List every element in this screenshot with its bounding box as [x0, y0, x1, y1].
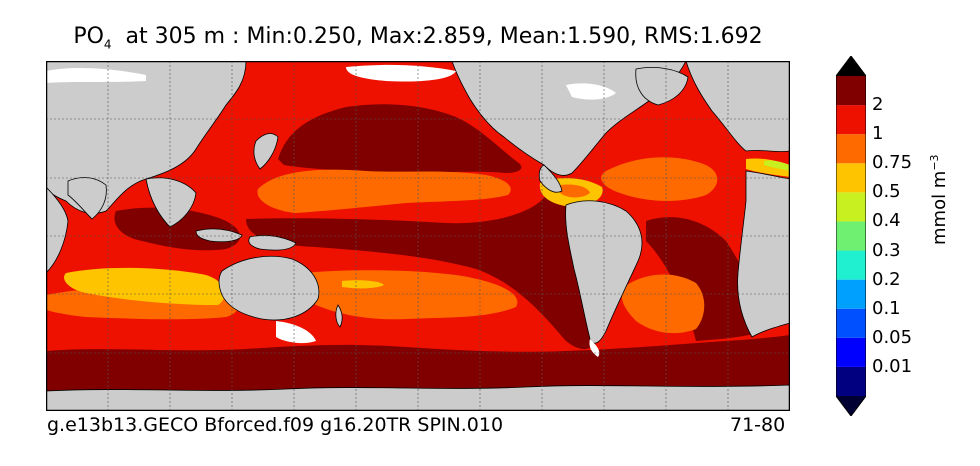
land-eurasia-right [685, 61, 790, 152]
land-greenland [635, 67, 689, 106]
ice-arctic-center [346, 64, 456, 82]
title-stats: at 305 m : Min:0.250, Max:2.859, Mean:1.… [111, 24, 763, 49]
colorbar-bin [836, 250, 866, 280]
colorbar-min-extension [836, 396, 866, 416]
south-pacific-yellow-patch [342, 280, 384, 289]
indian-ocean-yellow-band [64, 267, 225, 305]
colorbar-bin [836, 163, 866, 193]
colorbar-bin [836, 221, 866, 251]
colorbar-tick-label: 0.1 [872, 297, 901, 319]
south-atlantic-high [646, 217, 766, 341]
colorbar-bin [836, 192, 866, 222]
colorbar-tick-label: 0.01 [872, 355, 913, 377]
colorbar-tick-label: 0.5 [872, 181, 901, 203]
land-indochina [145, 177, 197, 228]
north-pacific-high [278, 104, 522, 174]
run-name: g.e13b13.GECO Bforced.f09 g16.20TR SPIN.… [47, 414, 504, 436]
map-title: PO4 at 305 m : Min:0.250, Max:2.859, Mea… [0, 24, 836, 51]
colorbar-bin [836, 76, 866, 106]
colorbar-bin [836, 308, 866, 338]
colorbar-tick-label: 0.75 [872, 152, 913, 174]
land-south-america [565, 200, 643, 344]
units-base: mmol m [929, 170, 950, 245]
colorbar-units: mmol m−3 [928, 154, 952, 245]
ice-arctic-left [46, 68, 146, 83]
colorbar-tick-label: 0.2 [872, 268, 901, 290]
mediterranean-green [764, 160, 790, 171]
colorbar-tick-label: 1 [872, 123, 884, 145]
land-new-zealand [335, 304, 343, 328]
graticule [46, 61, 790, 411]
title-variable: PO [73, 24, 104, 49]
title-subscript: 4 [103, 37, 112, 52]
map-frame [46, 61, 790, 411]
colorbar-bin [836, 366, 866, 396]
colorbar-bin [836, 134, 866, 164]
colorbar-max-extension [836, 56, 866, 76]
colorbar-tick-label: 2 [872, 94, 884, 116]
eastern-tropical-pacific-high [246, 193, 597, 350]
caribbean-inner-orange [560, 184, 590, 198]
land-africa-right [737, 170, 790, 338]
year-range: 71-80 [730, 414, 786, 436]
north-pacific-orange-gyre [257, 169, 511, 213]
land-africa-left-edge [46, 186, 69, 274]
colorbar-bin [836, 337, 866, 367]
colorbar-bin [836, 105, 866, 135]
colorbar-tick-label: 0.05 [872, 326, 913, 348]
land-australia [218, 255, 320, 321]
ocean-phosphate-map [46, 61, 790, 411]
colorbar-tick-label: 0.3 [872, 239, 901, 261]
colorbar-bin [836, 279, 866, 309]
south-atlantic-orange-gyre [621, 274, 705, 334]
ice-hudson [566, 83, 616, 100]
land-japan [253, 133, 279, 170]
north-atlantic-orange-gyre [601, 157, 718, 201]
colorbar-tick-label: 0.4 [872, 210, 901, 232]
ice-patagonia [589, 339, 600, 357]
land-indonesia [195, 228, 243, 243]
land-india [67, 177, 107, 220]
units-exponent: −3 [928, 154, 941, 171]
ice-antarctic-edge [276, 321, 316, 344]
land-central-america [538, 164, 563, 193]
colorbar [836, 56, 866, 416]
land-north-america [451, 61, 687, 176]
